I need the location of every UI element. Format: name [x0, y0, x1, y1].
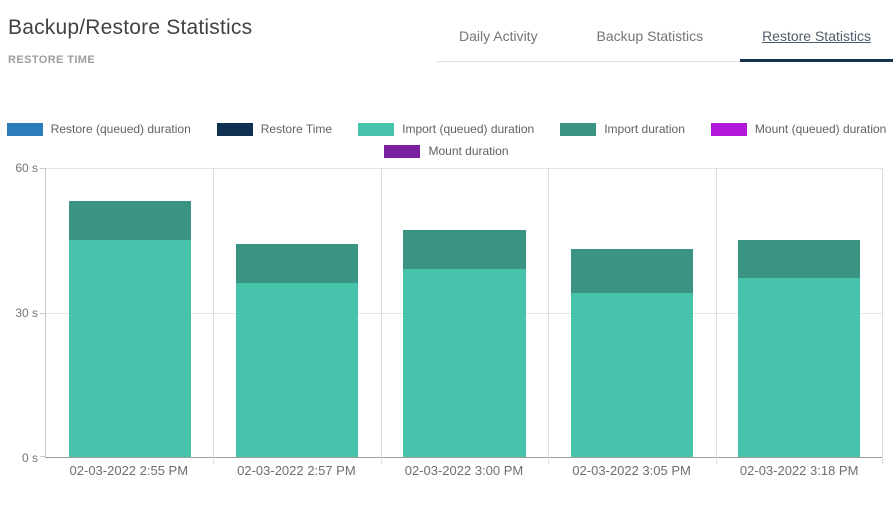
bar-segment-import-duration[interactable] [738, 239, 861, 279]
bar-segment-import-duration[interactable] [236, 244, 359, 283]
chart-legend: Restore (queued) duration Restore Time Imp… [0, 118, 893, 162]
legend-swatch-icon [384, 144, 421, 158]
tab-backup-statistics[interactable]: Backup Statistics [596, 27, 704, 44]
y-tick-label: 30 s [15, 306, 38, 320]
chart-plot-area [40, 168, 883, 464]
tab-bar: Daily Activity Backup Statistics Restore S… [437, 10, 893, 62]
bar-segment-import-duration[interactable] [403, 229, 526, 269]
bar-segment-import-duration[interactable] [570, 249, 694, 293]
bar-segment-import-queued-duration[interactable] [570, 292, 694, 457]
gridline-vertical-3 [548, 168, 550, 464]
gridline-vertical-5 [882, 168, 883, 464]
y-tick-mark [40, 456, 46, 457]
legend-label: Restore (queued) duration [50, 122, 191, 136]
stacked-bar[interactable] [236, 244, 359, 457]
stacked-bar[interactable] [403, 229, 526, 457]
x-axis-label: 02-03-2022 3:05 PM [572, 463, 691, 478]
chart-column [213, 168, 380, 457]
gridline-horizontal-60s [46, 168, 883, 169]
x-axis-labels: 02-03-2022 2:55 PM 02-03-2022 2:57 PM 02-0… [45, 463, 883, 478]
legend-label: Restore Time [260, 122, 333, 136]
legend-item-mount-queued-duration[interactable]: Mount (queued) duration [710, 122, 887, 136]
legend-swatch-icon [358, 122, 395, 136]
legend-label: Mount (queued) duration [754, 122, 887, 136]
legend-item-import-duration[interactable]: Import duration [560, 122, 685, 136]
chart-subtitle-restore-time: RESTORE TIME [8, 54, 96, 66]
y-tick-label: 60 s [15, 161, 38, 175]
legend-swatch-icon [6, 122, 43, 136]
x-axis-label: 02-03-2022 3:00 PM [404, 463, 524, 478]
legend-item-import-queued-duration[interactable]: Import (queued) duration [358, 122, 534, 136]
legend-swatch-icon [560, 122, 597, 136]
y-tick-mark [40, 168, 46, 169]
bar-segment-import-queued-duration[interactable] [68, 239, 191, 457]
legend-item-restore-time[interactable]: Restore Time [216, 122, 333, 136]
bar-segment-import-queued-duration[interactable] [236, 283, 359, 457]
stacked-bar[interactable] [570, 249, 694, 457]
gridline-vertical-1 [213, 168, 215, 464]
y-tick-label: 0 s [21, 451, 38, 465]
legend-swatch-icon [216, 122, 253, 136]
bar-segment-import-queued-duration[interactable] [738, 278, 861, 457]
legend-label: Import (queued) duration [402, 122, 535, 136]
legend-item-restore-queued-duration[interactable]: Restore (queued) duration [6, 122, 191, 136]
stacked-bar[interactable] [68, 200, 191, 457]
x-axis-label: 02-03-2022 3:18 PM [739, 463, 859, 478]
bar-segment-import-duration[interactable] [68, 200, 191, 240]
legend-row-1: Restore (queued) duration Restore Time Imp… [0, 118, 893, 140]
x-axis-label: 02-03-2022 2:55 PM [69, 463, 189, 478]
stacked-bar[interactable] [738, 239, 861, 457]
bar-series-container [46, 168, 883, 457]
tab-restore-statistics[interactable]: Restore Statistics [740, 10, 893, 62]
page-title: Backup/Restore Statistics [8, 16, 253, 39]
chart-column [381, 168, 548, 457]
bar-segment-import-queued-duration[interactable] [403, 268, 526, 457]
tab-daily-activity[interactable]: Daily Activity [459, 27, 538, 44]
chart-column [716, 168, 883, 457]
y-tick-mark [40, 312, 46, 314]
legend-swatch-icon [710, 122, 747, 136]
legend-label: Import duration [604, 122, 685, 136]
legend-label: Mount duration [428, 144, 509, 158]
gridline-vertical-4 [715, 168, 717, 464]
chart-column [548, 168, 715, 457]
legend-item-mount-duration[interactable]: Mount duration [384, 144, 509, 158]
chart-column [46, 168, 213, 457]
gridline-vertical-2 [380, 168, 382, 464]
x-axis-label: 02-03-2022 2:57 PM [237, 463, 356, 478]
legend-row-2: Mount duration [0, 140, 893, 162]
